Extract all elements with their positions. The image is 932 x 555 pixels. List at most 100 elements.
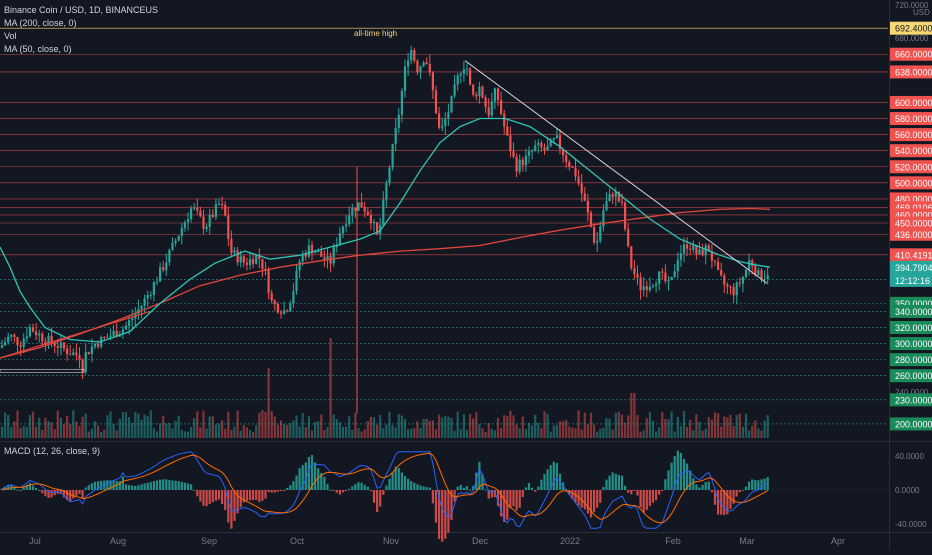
macd-histogram-bar [124,484,128,490]
macd-legend[interactable]: MACD (12, 26, close, 9) [4,446,101,456]
candle-body [624,202,627,230]
volume-bar [137,413,140,438]
volume-bar [93,421,97,438]
volume-bar [527,422,531,438]
volume-bar [555,425,558,438]
macd-histogram-bar [90,483,93,490]
macd-histogram-bar [732,490,735,504]
volume-bar [193,418,196,438]
volume-bar [577,410,580,438]
macd-histogram-bar [199,490,202,502]
countdown-bg [890,273,932,287]
candle-body [506,126,509,136]
macd-histogram-bar [450,490,453,521]
macd-histogram-bar [472,485,475,490]
macd-histogram-bar [720,490,723,515]
support-label-bg [890,353,932,367]
support-label: 200.0000 [895,419,932,429]
resistance-label: 500.0000 [895,178,932,188]
macd-histogram-bar [648,490,651,506]
macd-histogram-bar [351,486,354,490]
resistance-label: 450.0000 [895,219,932,229]
volume-bar [620,414,624,438]
volume-bar [338,422,341,438]
macd-histogram-bar [224,490,227,511]
macd-histogram-bar [527,482,531,490]
volume-bar [354,412,357,438]
candle-body [47,335,50,345]
macd-histogram-bar [242,490,245,503]
candle-body [679,253,682,260]
support-label: 340.0000 [895,307,932,317]
candle-body [53,342,56,347]
candle-body [720,269,723,276]
macd-histogram-bar [84,487,87,490]
volume-bar [106,415,109,438]
volume-bar [431,420,434,438]
candle-body [441,126,444,128]
candle-body [487,107,490,116]
volume-bar [90,428,93,438]
candle-body [221,203,224,205]
candle-body [376,221,379,235]
resistance-label: 410.4191 [895,250,932,260]
candle-body [484,97,487,108]
candle-body [450,95,453,113]
candle-body [593,226,596,243]
candle-body [183,222,186,228]
volume-bar [258,412,261,438]
volume-bar [484,431,487,438]
macd-histogram-bar [348,488,351,490]
volume-bar [531,425,534,438]
volume-bar [230,430,233,438]
macd-histogram-bar [723,490,726,515]
volume-bar [385,424,388,438]
volume-bar [345,426,348,438]
macd-histogram-bar [422,486,425,490]
volume-bar [19,427,22,438]
candle-body [509,135,512,152]
macd-histogram-bar [453,490,456,502]
axis-currency: USD [913,8,930,17]
macd-histogram-bar [596,490,599,508]
volume-bar [186,431,190,438]
volume-bar [13,421,16,438]
candle-body [620,201,624,203]
volume-bar [630,393,633,438]
macd-histogram-bar [335,490,338,493]
candle-body [199,210,202,217]
macd-histogram-bar [419,485,422,490]
macd-histogram-bar [707,481,710,490]
volume-bar [720,426,723,438]
candle-body [608,194,611,202]
macd-histogram-bar [611,472,614,490]
candle-body [726,284,729,287]
volume-bar [208,416,211,438]
volume-bar [124,412,128,438]
volume-bar [323,430,326,438]
candle-body [162,267,165,271]
volume-bar [298,426,301,438]
volume-bar [174,420,177,438]
candle-body [131,318,134,321]
volume-bar [329,338,332,438]
resistance-label-bg [890,227,932,241]
volume-bar [152,428,155,438]
volume-bar [596,431,599,438]
candle-body [59,342,62,348]
macd-histogram-bar [695,484,698,490]
macd-histogram-bar [754,479,757,490]
candle-body [152,282,155,295]
macd-histogram-bar [369,490,372,492]
candle-body [25,336,28,339]
macd-histogram-bar [357,482,360,490]
candle-body [642,286,645,291]
macd-histogram-bar [701,484,704,490]
volume-bar [422,419,425,438]
volume-bar [627,415,630,438]
volume-bar [713,412,717,438]
volume-bar [121,412,124,438]
volume-bar [478,424,481,438]
macd-histogram-bar [118,481,121,490]
macd-histogram-bar [593,490,596,513]
